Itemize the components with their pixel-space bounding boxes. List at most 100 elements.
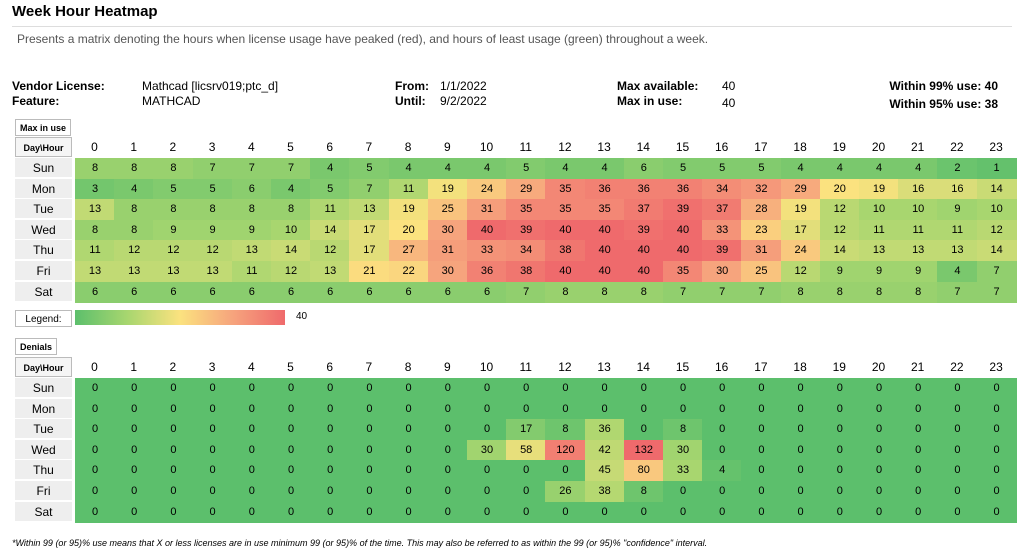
- denials-hour-label: 20: [871, 360, 886, 374]
- denials-cell: 0: [976, 481, 1017, 502]
- max-in-use-cell: 7: [702, 281, 743, 303]
- denials-cell: 0: [388, 398, 429, 420]
- denials-cell: 0: [192, 419, 233, 441]
- denials-cell: 0: [545, 501, 586, 523]
- max-in-use-cell: 34: [506, 240, 547, 262]
- denials-cell: 0: [623, 419, 664, 441]
- denials-hour-label: 6: [326, 360, 334, 374]
- max-in-use-cell: 13: [859, 240, 899, 262]
- max-in-use-cell: 9: [937, 199, 978, 221]
- denials-cell: 0: [819, 378, 860, 399]
- denials-cell: 0: [741, 419, 782, 441]
- denials-cell: 0: [310, 398, 351, 420]
- denials-cell: 0: [663, 481, 703, 502]
- denials-cell: 0: [741, 501, 782, 523]
- max-in-use-cell: 39: [702, 240, 743, 262]
- denials-cell: 58: [506, 439, 547, 461]
- denials-cell: 0: [192, 481, 233, 502]
- max-in-use-cell: 5: [663, 158, 703, 179]
- denials-cell: 0: [427, 481, 468, 502]
- denials-cell: 0: [349, 419, 390, 441]
- max-in-use-cell: 13: [231, 240, 272, 262]
- max-in-use-cell: 7: [976, 261, 1017, 282]
- max-in-use-cell: 8: [819, 281, 860, 303]
- from-value: 1/1/2022: [440, 79, 487, 93]
- max-in-use-cell: 16: [898, 178, 939, 200]
- denials-cell: 0: [231, 378, 272, 399]
- denials-cell: 0: [545, 398, 586, 420]
- max-in-use-cell: 13: [310, 261, 351, 282]
- max-in-use-cell: 35: [663, 261, 703, 282]
- denials-cell: 0: [741, 481, 782, 502]
- denials-cell: 0: [859, 398, 899, 420]
- max-in-use-cell: 13: [75, 261, 115, 282]
- max-in-use-cell: 5: [741, 158, 782, 179]
- denials-cell: 0: [663, 501, 703, 523]
- denials-cell: 8: [545, 419, 586, 441]
- max-in-use-cell: 9: [859, 261, 899, 282]
- max-in-use-cell: 11: [388, 178, 429, 200]
- max-in-use-cell: 5: [192, 178, 233, 200]
- max-in-use-hour-label: 21: [911, 140, 925, 154]
- max-in-use-cell: 7: [271, 158, 311, 179]
- max-in-use-cell: 11: [937, 219, 978, 241]
- max-in-use-cell: 38: [545, 240, 586, 262]
- max-in-use-cell: 19: [859, 178, 899, 200]
- denials-cell: 0: [75, 481, 115, 502]
- denials-cell: 0: [506, 501, 547, 523]
- denials-cell: 0: [937, 460, 978, 482]
- until-label: Until:: [395, 94, 426, 108]
- denials-cell: 0: [976, 398, 1017, 420]
- title-divider: [12, 26, 1012, 27]
- denials-cell: 0: [271, 501, 311, 523]
- denials-cell: 17: [506, 419, 547, 441]
- denials-cell: 0: [388, 460, 429, 482]
- max-in-use-cell: 31: [741, 240, 782, 262]
- max-in-use-value: 40: [722, 96, 736, 110]
- denials-cell: 0: [976, 378, 1017, 399]
- denials-cell: 0: [271, 481, 311, 502]
- denials-cell: 0: [819, 501, 860, 523]
- max-in-use-cell: 23: [741, 219, 782, 241]
- max-in-use-cell: 19: [388, 199, 429, 221]
- max-in-use-cell: 36: [584, 178, 625, 200]
- max-in-use-cell: 4: [819, 158, 860, 179]
- denials-cell: 0: [741, 460, 782, 482]
- max-in-use-cell: 12: [192, 240, 233, 262]
- max-in-use-cell: 6: [467, 281, 507, 303]
- max-in-use-cell: 7: [976, 281, 1017, 303]
- denials-cell: 33: [663, 460, 703, 482]
- denials-cell: 0: [780, 439, 821, 461]
- max-in-use-cell: 9: [192, 219, 233, 241]
- denials-cell: 0: [114, 481, 155, 502]
- denials-cell: 0: [349, 460, 390, 482]
- denials-cell: 132: [623, 439, 664, 461]
- max-in-use-cell: 29: [506, 178, 547, 200]
- max-in-use-cell: 8: [114, 158, 155, 179]
- denials-cell: 0: [819, 439, 860, 461]
- max-in-use-cell: 30: [702, 261, 743, 282]
- denials-cell: 0: [153, 481, 194, 502]
- denials-cell: 120: [545, 439, 586, 461]
- vendor-license-value: Mathcad [licsrv019;ptc_d]: [142, 79, 279, 93]
- max-in-use-cell: 40: [545, 219, 586, 241]
- denials-title: Denials: [15, 338, 58, 355]
- max-in-use-hour-label: 7: [365, 140, 373, 154]
- max-in-use-cell: 33: [467, 240, 507, 262]
- max-in-use-cell: 8: [623, 281, 664, 303]
- denials-cell: 0: [663, 378, 703, 399]
- denials-hour-label: 2: [169, 360, 177, 374]
- denials-hour-label: 12: [558, 360, 572, 374]
- max-in-use-hour-label: 23: [989, 140, 1003, 154]
- max-in-use-cell: 8: [898, 281, 939, 303]
- denials-cell: 8: [623, 481, 664, 502]
- max-available-label: Max available:: [617, 79, 699, 93]
- max-in-use-hour-label: 8: [404, 140, 412, 154]
- feature-label: Feature:: [12, 94, 60, 108]
- max-in-use-cell: 8: [153, 199, 194, 221]
- max-in-use-cell: 24: [780, 240, 821, 262]
- denials-cell: 26: [545, 481, 586, 502]
- max-in-use-cell: 12: [153, 240, 194, 262]
- max-in-use-cell: 17: [780, 219, 821, 241]
- denials-hour-label: 4: [247, 360, 255, 374]
